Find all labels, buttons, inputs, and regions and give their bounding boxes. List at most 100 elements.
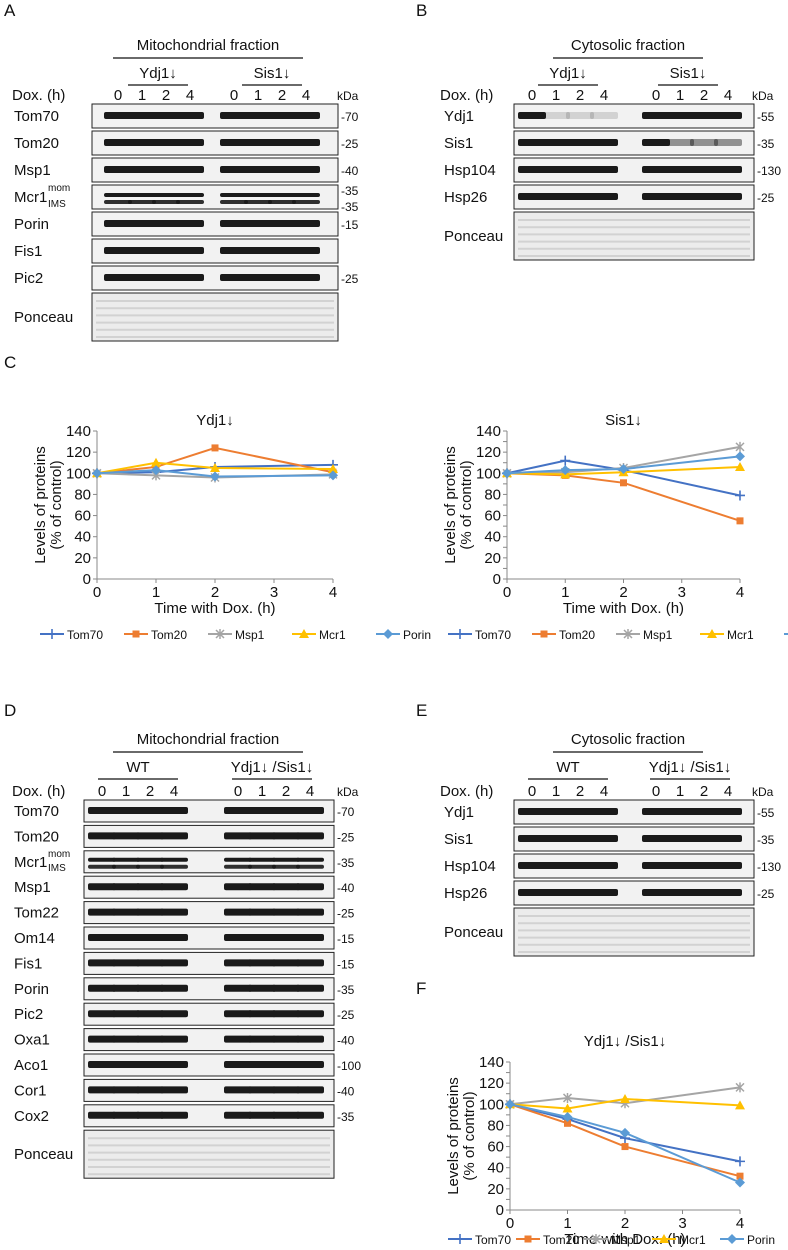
blot-band	[590, 835, 618, 842]
blot-band	[112, 959, 140, 967]
data-point-porin	[92, 468, 102, 479]
dox-label: Dox. (h)	[12, 87, 65, 104]
blot-band	[542, 193, 570, 200]
blot-band	[160, 959, 188, 967]
y-tick-label: 60	[487, 1139, 504, 1156]
timepoint-label: 4	[724, 783, 732, 800]
data-point-tom20	[132, 630, 140, 638]
protein-label: Porin	[14, 981, 49, 998]
protein-label: Ponceau	[444, 924, 503, 941]
protein-label: Tom20	[14, 828, 59, 845]
timepoint-label: 1	[676, 783, 684, 800]
blot-row: Hsp26 -25	[444, 184, 775, 210]
blot-band	[296, 883, 324, 891]
blot-band	[666, 808, 694, 815]
blot-band	[160, 857, 188, 862]
protein-label: Fis1	[14, 243, 42, 260]
y-tick-label: 140	[66, 423, 91, 440]
panel-letter: E	[416, 701, 427, 720]
blot-band	[160, 934, 188, 941]
blot-band	[176, 193, 204, 197]
blot-band	[88, 1010, 116, 1018]
data-point-tom20	[621, 1143, 629, 1151]
blot-band	[666, 139, 694, 146]
data-point-msp1	[735, 1082, 745, 1093]
timepoint-label: 2	[700, 87, 708, 104]
timepoint-label: 0	[230, 87, 238, 104]
blot-band	[136, 1010, 164, 1018]
x-tick-label: 1	[563, 1215, 571, 1232]
y-tick-label: 0	[496, 1202, 504, 1219]
blot-band	[518, 166, 546, 173]
blot-band	[136, 984, 164, 992]
blot-band	[690, 835, 718, 842]
legend-label: Tom20	[559, 628, 595, 642]
blot-band	[714, 193, 742, 200]
mw-marker: -15	[341, 218, 359, 232]
mw-marker: -130	[757, 164, 781, 178]
fraction-title: Cytosolic fraction	[571, 731, 685, 748]
superscript-label: mom	[48, 183, 70, 194]
dox-label: Dox. (h)	[440, 87, 493, 104]
blot-band	[272, 807, 300, 814]
blot-band	[642, 808, 670, 815]
panel-letter: F	[416, 979, 426, 998]
blot-row: Ydj1 -55	[444, 103, 775, 129]
y-tick-label: 100	[479, 1096, 504, 1113]
data-point-mcr1	[735, 461, 745, 471]
blot-band	[104, 200, 132, 204]
protein-label: Tom70	[14, 108, 59, 125]
timepoint-label: 4	[600, 783, 608, 800]
blot-band	[220, 274, 248, 281]
blot-row: Sis1 -35	[444, 130, 775, 156]
blot-band	[268, 139, 296, 146]
timepoint-label: 0	[98, 783, 106, 800]
blot-band	[136, 807, 164, 814]
blot-band	[714, 889, 742, 896]
timepoint-label: 2	[162, 87, 170, 104]
timepoint-label: 1	[138, 87, 146, 104]
data-point-tom70	[560, 455, 571, 466]
blot-band	[518, 139, 546, 146]
data-point-mcr1	[328, 464, 338, 474]
y-tick-label: 120	[66, 444, 91, 461]
protein-label: Oxa1	[14, 1032, 50, 1049]
timepoint-label: 2	[576, 783, 584, 800]
blot-band	[272, 1086, 300, 1094]
data-point-porin	[727, 1234, 737, 1244]
protein-label: Cox2	[14, 1108, 49, 1125]
x-tick-label: 3	[678, 1215, 686, 1232]
timepoint-label: 0	[234, 783, 242, 800]
blot-row: Pic2 -25	[14, 265, 359, 291]
blot-band	[296, 959, 324, 967]
blot-row: Cor1 -40	[14, 1078, 355, 1102]
y-axis-label: Levels of proteins	[442, 446, 459, 564]
blot-row: Sis1 -35	[444, 826, 775, 852]
timepoint-label: 0	[652, 87, 660, 104]
mw-marker: -40	[337, 1034, 355, 1048]
blot-band	[128, 166, 156, 173]
blot-band	[272, 908, 300, 916]
series-line-tom20	[96, 446, 334, 475]
y-tick-label: 20	[487, 1181, 504, 1198]
blot-band	[136, 864, 164, 869]
data-point-tom20	[540, 630, 548, 638]
blot-band	[518, 193, 546, 200]
blot-band	[542, 166, 570, 173]
timepoint-label: 1	[258, 783, 266, 800]
data-point-tom20	[736, 1172, 744, 1180]
legend-label: Tom20	[543, 1233, 579, 1247]
x-tick-label: 2	[621, 1215, 629, 1232]
blot-band	[152, 274, 180, 281]
blot-band	[220, 200, 248, 204]
blot-band	[268, 112, 296, 119]
blot-band	[160, 1086, 188, 1094]
blot-row: Oxa1 -40	[14, 1028, 355, 1052]
data-point-porin	[618, 464, 629, 475]
data-point-porin	[210, 471, 220, 482]
blot-band	[248, 959, 276, 967]
blot-band	[160, 883, 188, 891]
timepoint-label: 1	[676, 87, 684, 104]
blot-row: Tom20 -25	[14, 824, 355, 848]
